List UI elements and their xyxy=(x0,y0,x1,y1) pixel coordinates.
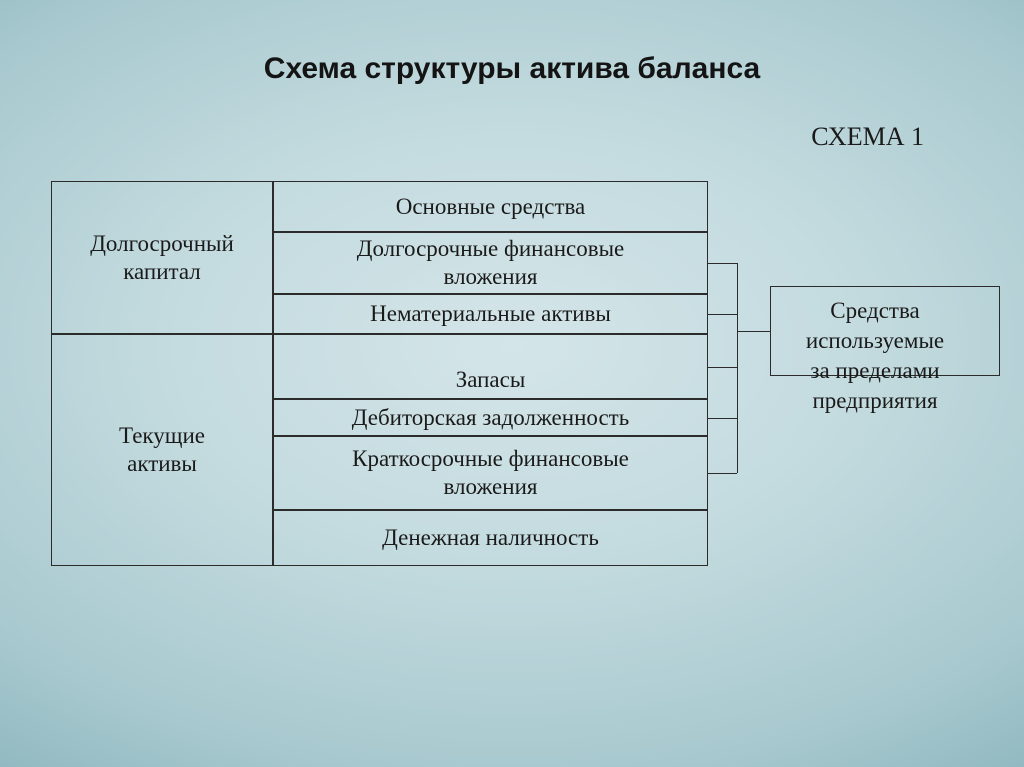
label-inventories: Запасы xyxy=(456,366,526,394)
connector-tick-3 xyxy=(708,367,737,368)
figure-number: СХЕМА 1 xyxy=(811,122,924,152)
label-long-term-capital: Долгосрочныйкапитал xyxy=(90,230,234,285)
cell-st-fin-invest: Краткосрочные финансовыевложения xyxy=(273,436,708,510)
label-lt-fin-invest: Долгосрочные финансовыевложения xyxy=(357,235,624,290)
connector-tick-4 xyxy=(708,418,737,419)
cell-intangibles: Нематериальные активы xyxy=(273,294,708,334)
label-current-assets: Текущиеактивы xyxy=(119,422,205,477)
cell-long-term-capital: Долгосрочныйкапитал xyxy=(51,181,273,334)
cell-receivables: Дебиторская задолженность xyxy=(273,399,708,436)
cell-cash: Денежная наличность xyxy=(273,510,708,566)
cell-fixed-assets: Основные средства xyxy=(273,181,708,232)
connector-tick-2 xyxy=(708,314,737,315)
connector-tick-5 xyxy=(708,473,737,474)
label-st-fin-invest: Краткосрочные финансовыевложения xyxy=(352,445,629,500)
page-title: Схема структуры актива баланса xyxy=(0,52,1024,86)
label-intangibles: Нематериальные активы xyxy=(370,300,611,328)
connector-tick-1 xyxy=(708,263,737,264)
side-box-label: Средстваиспользуемыеза пределамипредприя… xyxy=(770,296,980,416)
connector-to-box xyxy=(737,331,770,332)
label-receivables: Дебиторская задолженность xyxy=(352,404,629,432)
cell-current-assets: Текущиеактивы xyxy=(51,334,273,566)
label-cash: Денежная наличность xyxy=(382,524,599,552)
label-fixed-assets: Основные средства xyxy=(396,193,586,221)
cell-inventories: Запасы xyxy=(273,334,708,399)
side-box-text: Средстваиспользуемыеза пределамипредприя… xyxy=(806,298,944,413)
connector-bracket-vertical xyxy=(737,263,738,473)
diagram-stage: Схема структуры актива баланса СХЕМА 1 Д… xyxy=(0,0,1024,767)
cell-lt-fin-invest: Долгосрочные финансовыевложения xyxy=(273,232,708,294)
